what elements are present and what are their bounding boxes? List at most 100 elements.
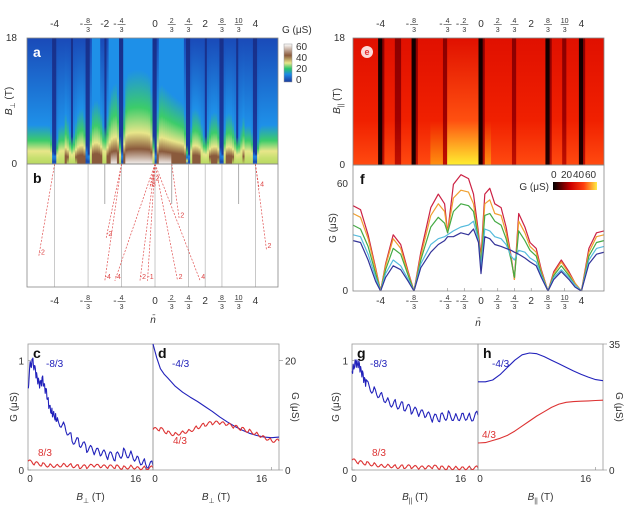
heatmap-e-column bbox=[442, 38, 446, 165]
heatmap-e-column bbox=[430, 38, 434, 165]
heatmap-a-column bbox=[273, 38, 277, 164]
svg-text:4: 4 bbox=[120, 295, 124, 302]
panel-f-xtick: -2 3 bbox=[456, 295, 469, 311]
panel-e-top-tick: 23 bbox=[493, 18, 502, 34]
heatmap-a-column bbox=[234, 38, 237, 164]
heatmap-e-column bbox=[411, 38, 415, 165]
panel-h-ytick: 35 bbox=[609, 340, 621, 351]
heatmap-e-column bbox=[396, 38, 400, 165]
heatmap-e-column bbox=[509, 38, 513, 165]
heatmap-e-column bbox=[401, 38, 404, 165]
heatmap-a-column bbox=[231, 38, 235, 164]
heatmap-a-column bbox=[204, 38, 208, 164]
svg-text:-: - bbox=[406, 296, 409, 307]
panel-h-xlabel: B|| (T) bbox=[528, 492, 554, 505]
panel-d-series-line bbox=[152, 343, 280, 439]
heatmap-e-column bbox=[474, 38, 478, 165]
svg-text:3: 3 bbox=[120, 304, 124, 311]
heatmap-a-column bbox=[56, 38, 59, 164]
heatmap-a-column bbox=[238, 38, 241, 164]
heatmap-a-column bbox=[91, 38, 95, 164]
heatmap-e-column bbox=[468, 38, 471, 165]
heatmap-e-column bbox=[376, 38, 379, 165]
panel-b-xlabel: n̄ bbox=[150, 313, 156, 326]
heatmap-e-column bbox=[357, 38, 360, 165]
svg-text:3: 3 bbox=[546, 304, 550, 311]
svg-text:4: 4 bbox=[579, 19, 585, 30]
heatmap-e-column bbox=[463, 38, 467, 165]
heatmap-a-column bbox=[185, 38, 189, 164]
heatmap-e-column bbox=[476, 38, 480, 165]
heatmap-a-column bbox=[58, 38, 62, 164]
svg-text:-: - bbox=[439, 296, 442, 307]
svg-text:2: 2 bbox=[202, 296, 208, 307]
heatmap-a-column bbox=[229, 38, 233, 164]
heatmap-e-column bbox=[363, 38, 367, 165]
panel-a-top-tick: 2 bbox=[202, 19, 208, 30]
svg-text:-4: -4 bbox=[50, 19, 59, 30]
heatmap-a-column bbox=[110, 38, 114, 164]
panel-b-fan-line bbox=[154, 163, 178, 281]
heatmap-e-column bbox=[520, 38, 524, 165]
panel-d-xtick: 16 bbox=[256, 474, 268, 485]
heatmap-e-column bbox=[386, 38, 390, 165]
panel-a-top-tick: 23 bbox=[167, 18, 176, 34]
panel-d-ytick: 0 bbox=[285, 466, 291, 477]
heatmap-a-column bbox=[142, 38, 145, 164]
heatmap-e-column bbox=[499, 38, 503, 165]
heatmap-e-column bbox=[539, 38, 542, 165]
panel-b-fan-line bbox=[38, 163, 55, 257]
heatmap-a-column bbox=[213, 38, 216, 164]
heatmap-a-column bbox=[169, 38, 172, 164]
panel-e-letter: e bbox=[364, 47, 369, 57]
heatmap-a-column bbox=[139, 38, 143, 164]
panel-f-series-line bbox=[353, 189, 604, 291]
panel-h-series-label: -4/3 bbox=[492, 359, 510, 370]
panel-d-letter: d bbox=[158, 345, 167, 361]
heatmap-a-column bbox=[252, 38, 256, 164]
heatmap-e-column bbox=[445, 38, 448, 165]
svg-text:3: 3 bbox=[563, 304, 567, 311]
heatmap-e-column bbox=[530, 38, 534, 165]
heatmap-a-column bbox=[33, 38, 36, 164]
heatmap-a-column bbox=[200, 38, 204, 164]
panel-c-ytick: 1 bbox=[18, 356, 24, 367]
svg-text:2: 2 bbox=[528, 19, 534, 30]
panel-d-series-line bbox=[152, 420, 280, 443]
svg-text:G (μS): G (μS) bbox=[9, 392, 20, 422]
heatmap-e-column bbox=[428, 38, 431, 165]
svg-text:8: 8 bbox=[412, 18, 416, 25]
panel-f-xtick: 103 bbox=[560, 295, 569, 311]
heatmap-a-column bbox=[50, 38, 53, 164]
colorbar-a-tick-0: 0 bbox=[296, 75, 302, 86]
svg-text:3: 3 bbox=[446, 27, 450, 34]
heatmap-a-column bbox=[190, 38, 193, 164]
panel-a-top-tick: 103 bbox=[234, 18, 243, 34]
heatmap-a-column bbox=[64, 38, 68, 164]
heatmap-a-column bbox=[227, 38, 231, 164]
panel-g-xtick: 0 bbox=[351, 474, 357, 485]
heatmap-a-column bbox=[85, 38, 89, 164]
colorbar-a-title: G (μS) bbox=[282, 25, 312, 36]
svg-text:3: 3 bbox=[187, 304, 191, 311]
heatmap-a-column bbox=[75, 38, 78, 164]
svg-text:3: 3 bbox=[187, 27, 191, 34]
heatmap-e-column bbox=[459, 38, 463, 165]
heatmap-e-column bbox=[451, 38, 454, 165]
heatmap-e-column bbox=[543, 38, 547, 165]
heatmap-e-column bbox=[355, 38, 358, 165]
heatmap-e-column bbox=[534, 38, 538, 165]
svg-text:-: - bbox=[80, 296, 83, 307]
heatmap-a-column bbox=[154, 38, 158, 164]
heatmap-a-column bbox=[162, 38, 166, 164]
svg-text:4: 4 bbox=[120, 18, 124, 25]
svg-text:4: 4 bbox=[446, 18, 450, 25]
svg-text:3: 3 bbox=[496, 304, 500, 311]
panel-h-xtick: 0 bbox=[477, 474, 483, 485]
heatmap-e-column bbox=[564, 38, 567, 165]
panel-d-ytick: 20 bbox=[285, 356, 297, 367]
heatmap-e-column bbox=[486, 38, 490, 165]
heatmap-a-column bbox=[123, 38, 126, 164]
panel-g-ytick: 1 bbox=[342, 356, 348, 367]
